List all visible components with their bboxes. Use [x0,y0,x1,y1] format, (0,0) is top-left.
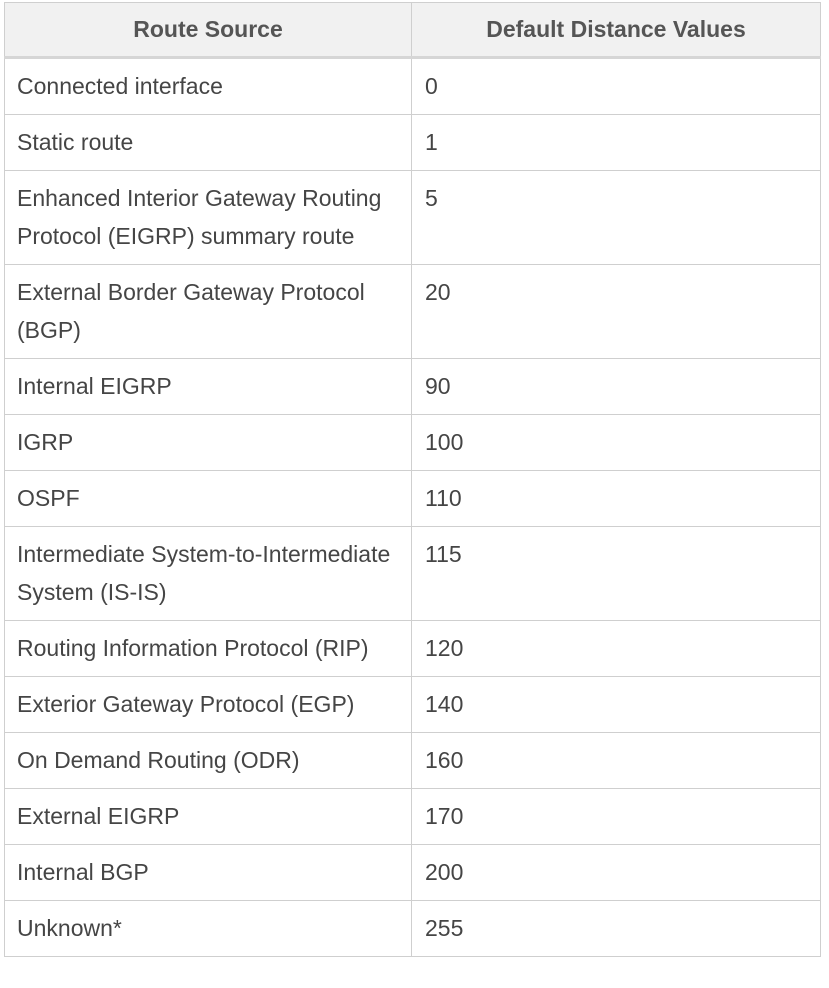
table-row: Enhanced Interior Gateway Routing Protoc… [4,170,821,265]
distance-value-cell: 110 [411,470,821,527]
table-row: Connected interface 0 [4,57,821,115]
route-source-cell: Enhanced Interior Gateway Routing Protoc… [4,170,412,265]
distance-value-cell: 0 [411,57,821,115]
route-source-cell: Connected interface [4,57,412,115]
route-source-cell: External Border Gateway Protocol (BGP) [4,264,412,359]
route-source-cell: External EIGRP [4,788,412,845]
distance-value-cell: 160 [411,732,821,789]
administrative-distance-table: Route Source Default Distance Values Con… [4,2,821,957]
table-row: Routing Information Protocol (RIP) 120 [4,620,821,677]
route-source-cell: Exterior Gateway Protocol (EGP) [4,676,412,733]
distance-value-cell: 5 [411,170,821,265]
route-source-cell: Static route [4,114,412,171]
route-source-cell: Routing Information Protocol (RIP) [4,620,412,677]
route-source-cell: OSPF [4,470,412,527]
table-row: External EIGRP 170 [4,788,821,845]
table-row: OSPF 110 [4,470,821,527]
distance-value-cell: 255 [411,900,821,957]
table-row: On Demand Routing (ODR) 160 [4,732,821,789]
table-row: Unknown* 255 [4,900,821,957]
distance-value-cell: 20 [411,264,821,359]
distance-value-cell: 200 [411,844,821,901]
table-row: Static route 1 [4,114,821,171]
route-source-cell: IGRP [4,414,412,471]
distance-value-cell: 100 [411,414,821,471]
route-source-cell: Unknown* [4,900,412,957]
distance-value-cell: 90 [411,358,821,415]
table-header-row: Route Source Default Distance Values [4,2,821,59]
table-row: Internal BGP 200 [4,844,821,901]
table-row: IGRP 100 [4,414,821,471]
distance-table-container: Route Source Default Distance Values Con… [4,2,821,957]
distance-value-cell: 140 [411,676,821,733]
route-source-cell: On Demand Routing (ODR) [4,732,412,789]
distance-value-cell: 115 [411,526,821,621]
table-row: External Border Gateway Protocol (BGP) 2… [4,264,821,359]
column-header-default-distance: Default Distance Values [411,2,821,59]
route-source-cell: Internal BGP [4,844,412,901]
distance-value-cell: 120 [411,620,821,677]
table-row: Exterior Gateway Protocol (EGP) 140 [4,676,821,733]
route-source-cell: Intermediate System-to-Intermediate Syst… [4,526,412,621]
table-row: Internal EIGRP 90 [4,358,821,415]
table-row: Intermediate System-to-Intermediate Syst… [4,526,821,621]
distance-value-cell: 1 [411,114,821,171]
column-header-route-source: Route Source [4,2,412,59]
route-source-cell: Internal EIGRP [4,358,412,415]
distance-value-cell: 170 [411,788,821,845]
